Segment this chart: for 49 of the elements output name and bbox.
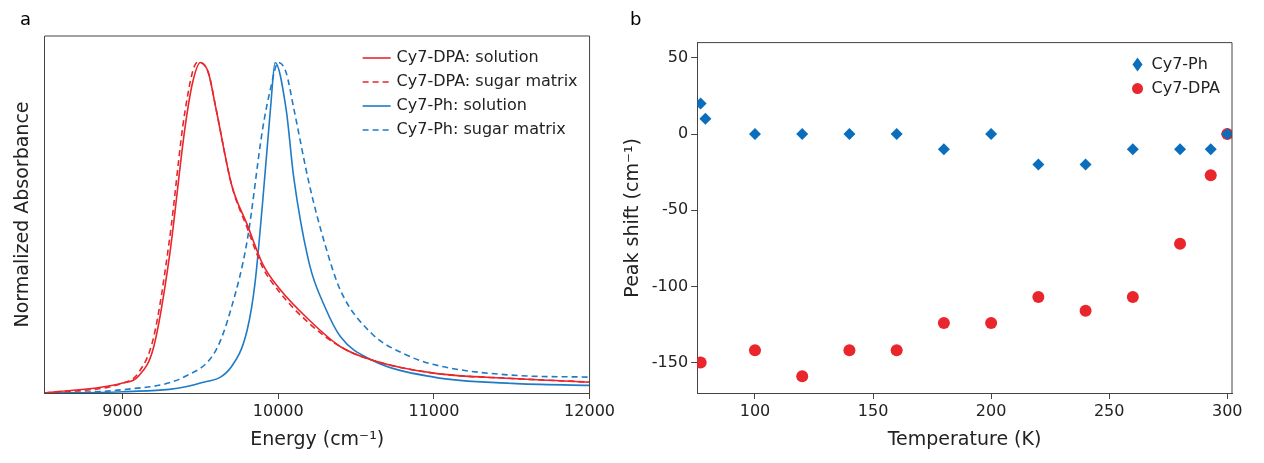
y-tick-label: 0 [677, 123, 689, 143]
point [1126, 143, 1139, 156]
y-axis-title: Peak shift (cm⁻¹) [620, 137, 643, 298]
point [890, 128, 903, 141]
x-tick-label: 250 [1093, 400, 1125, 420]
point [985, 128, 998, 141]
x-tick-label: 11000 [408, 400, 460, 420]
point [748, 344, 761, 357]
point [1079, 304, 1092, 317]
y-axis-title: Normalized Absorbance [10, 101, 33, 328]
point [1126, 291, 1139, 304]
x-axis-title: Temperature (K) [886, 426, 1042, 449]
x-tick-label: 9000 [102, 400, 143, 420]
y-tick-label: -100 [651, 275, 689, 295]
point [796, 128, 809, 141]
point [937, 143, 950, 156]
point [1032, 158, 1045, 171]
x-tick-label: 10000 [252, 400, 304, 420]
point [748, 128, 761, 141]
legend-label: Cy7-Ph [1151, 53, 1208, 73]
point [796, 370, 809, 383]
point [1204, 169, 1217, 182]
legend-label: Cy7-Ph: solution [396, 95, 527, 115]
point [985, 316, 998, 329]
point [1174, 143, 1187, 156]
x-tick-label: 150 [857, 400, 889, 420]
x-axis-title: Energy (cm⁻¹) [250, 426, 385, 449]
legend-label: Cy7-DPA: solution [396, 47, 539, 67]
y-tick-label: -150 [651, 351, 689, 371]
point [1079, 158, 1092, 171]
point [843, 344, 856, 357]
point [1174, 237, 1187, 250]
point [937, 316, 950, 329]
point [699, 112, 712, 125]
chart-title: a [19, 8, 33, 30]
x-tick-label: 12000 [564, 400, 615, 420]
point [890, 344, 903, 357]
chart-title: b [629, 8, 643, 30]
y-tick-label: 50 [667, 46, 689, 66]
x-tick-label: 300 [1212, 400, 1243, 420]
point [843, 128, 856, 141]
legend-label: Cy7-DPA: sugar matrix [396, 71, 578, 91]
point [1204, 143, 1217, 156]
legend-label: Cy7-Ph: sugar matrix [396, 119, 566, 139]
point [1032, 291, 1045, 304]
legend-label: Cy7-DPA [1151, 77, 1221, 97]
x-tick-label: 200 [975, 400, 1007, 420]
x-tick-label: 100 [739, 400, 771, 420]
y-tick-label: -50 [661, 199, 689, 219]
